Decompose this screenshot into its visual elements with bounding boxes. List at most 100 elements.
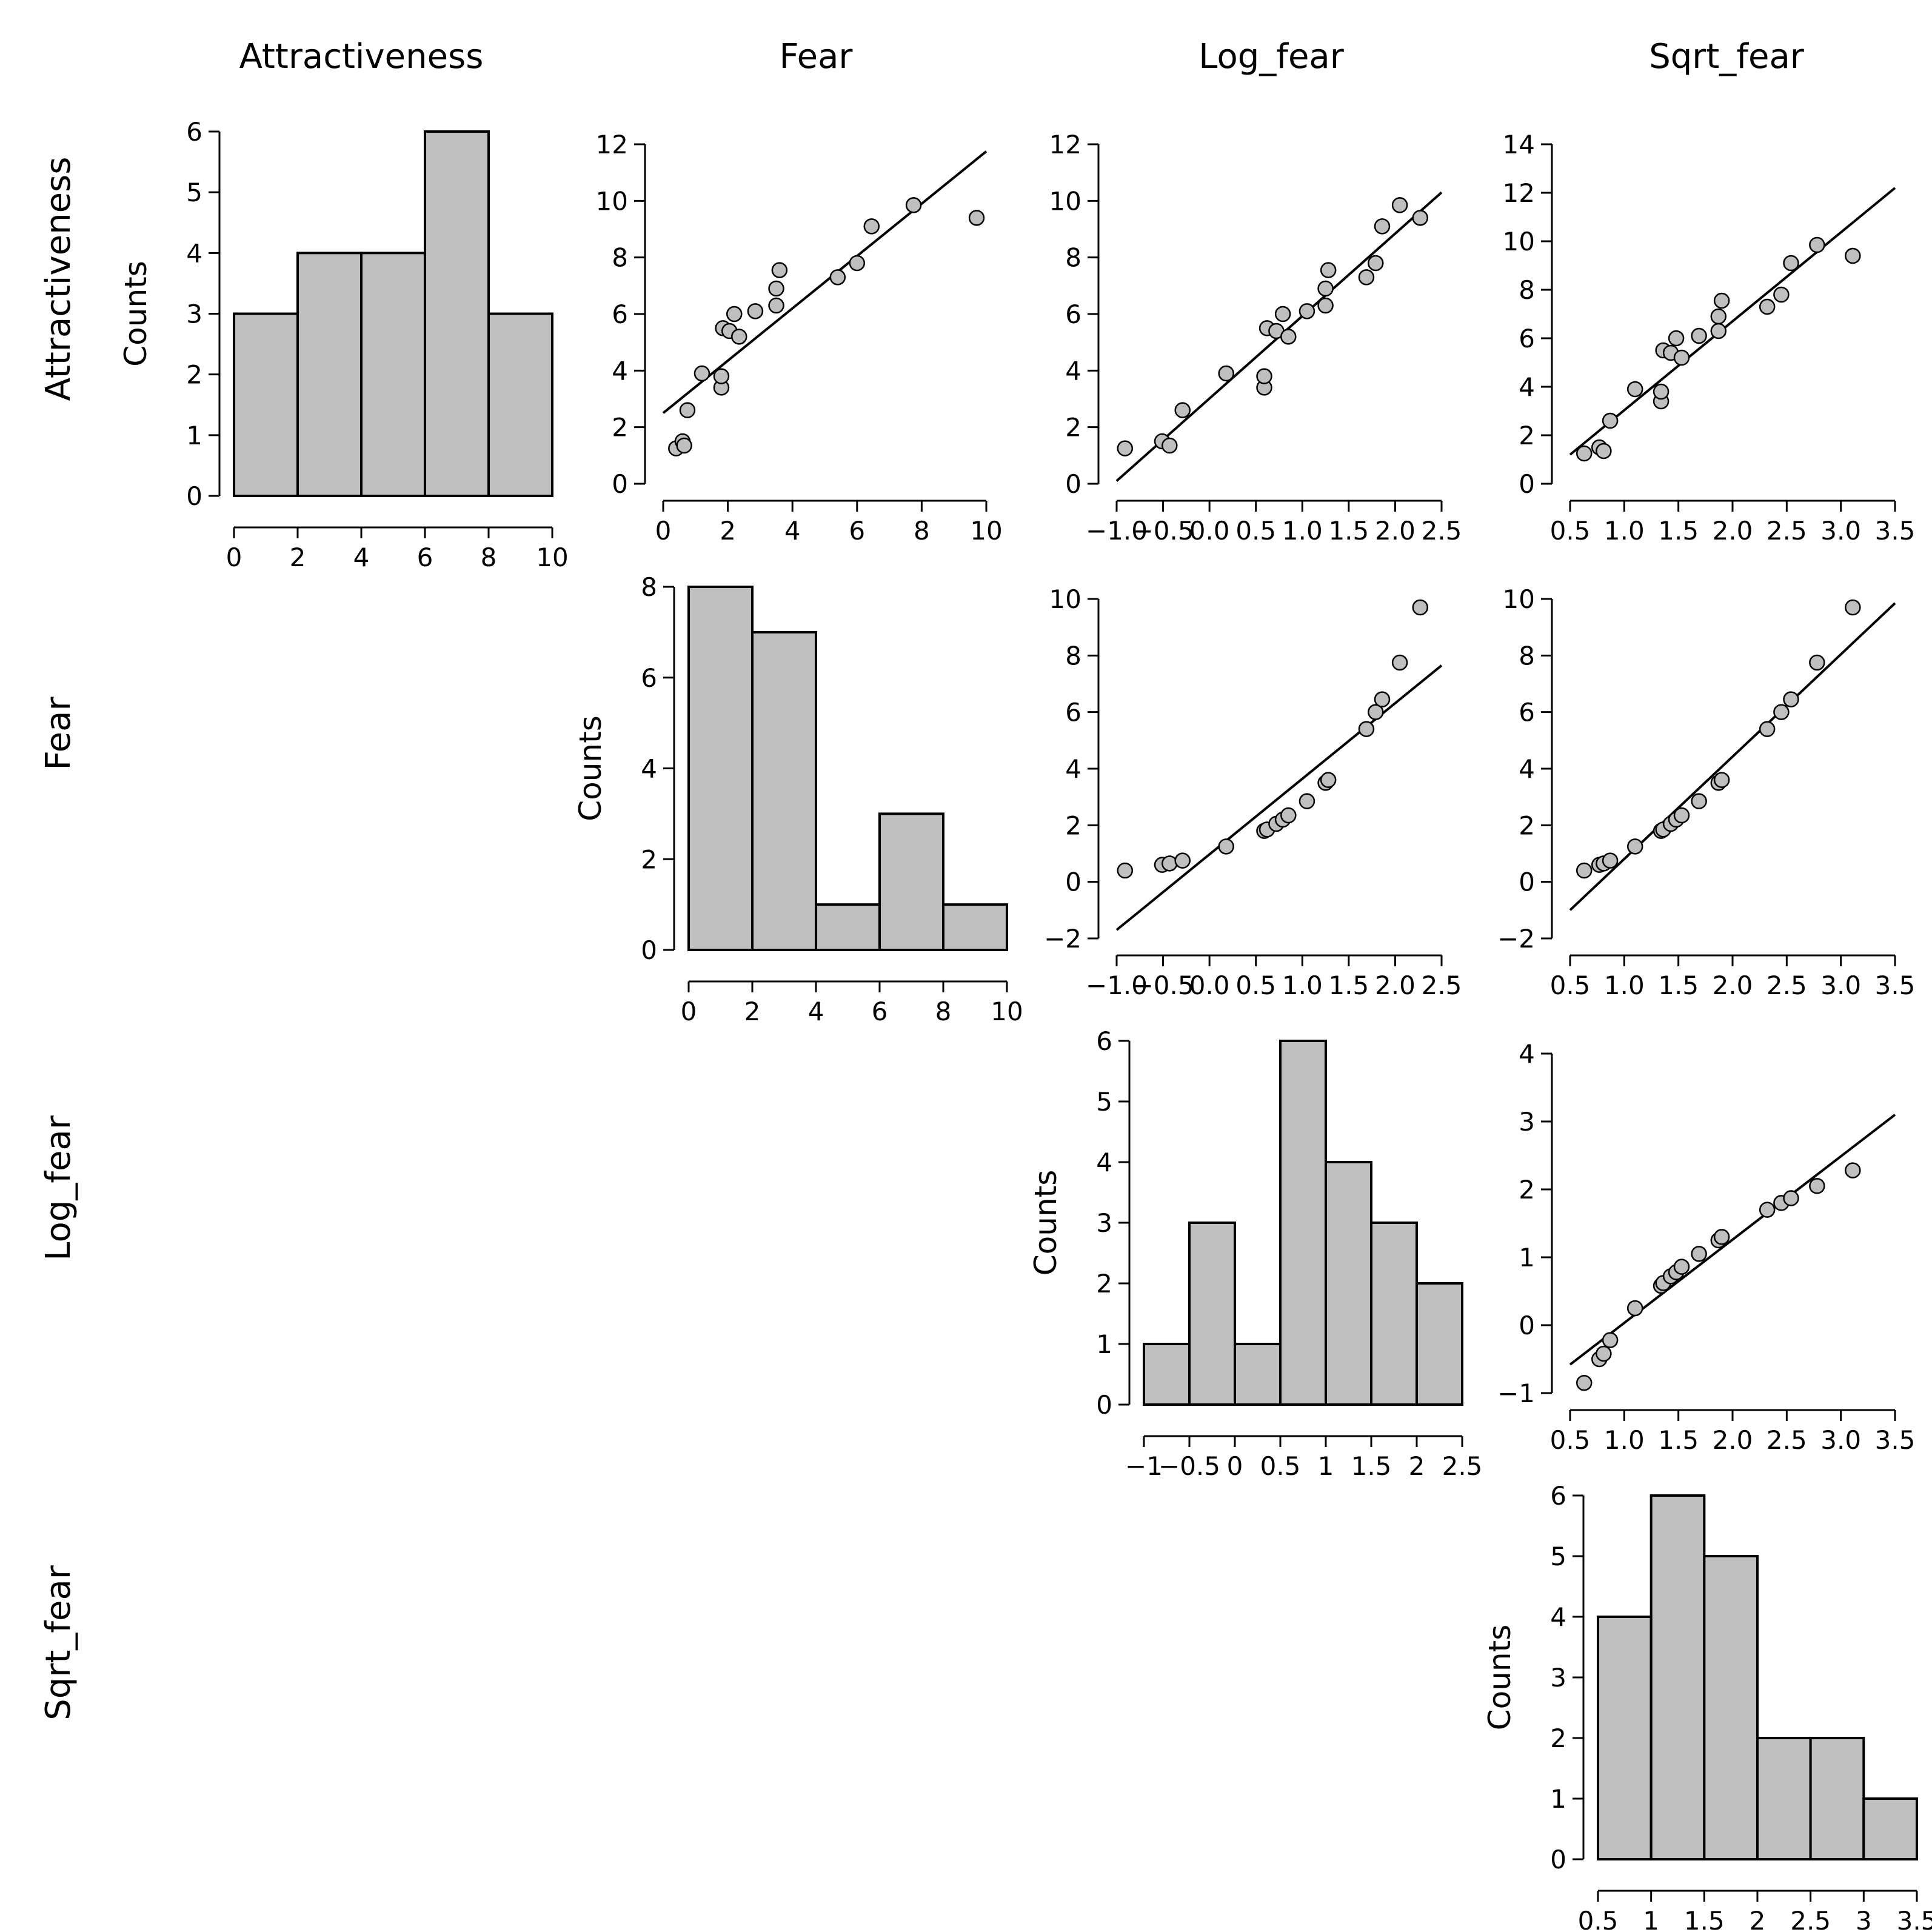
data-point <box>1710 308 1727 325</box>
y-tick-label: 2 <box>641 844 657 874</box>
data-point <box>1783 255 1799 272</box>
row-header-attractiveness: Attractiveness <box>39 157 78 401</box>
x-tick-label: 0.5 <box>1235 516 1276 546</box>
x-tick-label: −1.0 <box>1086 971 1148 1000</box>
histogram-bar <box>1597 1616 1653 1860</box>
data-point <box>768 297 784 314</box>
x-tick-label: 1.0 <box>1604 971 1645 1000</box>
data-point <box>863 218 880 235</box>
y-tick-label: 8 <box>1519 641 1535 670</box>
histogram-bar <box>1234 1343 1282 1406</box>
x-tick-label: 8 <box>481 543 497 572</box>
y-tick-label: 1 <box>1550 1784 1566 1814</box>
data-point <box>1845 1162 1861 1178</box>
data-point <box>1280 807 1297 824</box>
y-tick-label: 10 <box>1503 227 1535 256</box>
data-point <box>1174 852 1191 869</box>
histogram-bar <box>1143 1343 1191 1406</box>
x-tick-label: 2 <box>1409 1451 1425 1481</box>
y-tick-label: 4 <box>1519 372 1535 402</box>
histogram-bar <box>878 812 944 951</box>
histogram-bar <box>1756 1737 1812 1860</box>
data-point <box>1809 654 1825 671</box>
data-point <box>1320 262 1337 278</box>
histogram-bar <box>1279 1040 1327 1406</box>
regression-line <box>1569 1114 1896 1366</box>
column-header-sqrt-fear: Sqrt_fear <box>1649 37 1805 76</box>
x-tick-label: 8 <box>935 997 952 1026</box>
y-tick-label: 0 <box>1519 469 1535 499</box>
y-tick-label: 1 <box>1096 1329 1112 1359</box>
data-point <box>1602 852 1619 869</box>
y-tick-label: 2 <box>1519 811 1535 840</box>
data-point <box>1759 1202 1776 1218</box>
y-tick-label: 4 <box>1519 754 1535 784</box>
y-tick-label: 0 <box>1065 469 1081 499</box>
x-tick-label: 2.0 <box>1713 1425 1753 1455</box>
x-tick-label: 2.5 <box>1767 516 1807 546</box>
y-tick-label: 12 <box>1049 130 1081 159</box>
y-tick-label: 0 <box>1519 1311 1535 1340</box>
panel-scatter-sqrtfear-fear: 0.5 1.0 1.5 2.0 2.5 3.0 3.5 −2 0 2 4 6 8 10 <box>1497 584 1915 1000</box>
x-tick-label: 2 <box>290 543 306 572</box>
y-tick-label: 5 <box>186 178 202 207</box>
data-point <box>1576 862 1593 879</box>
y-tick-label: 14 <box>1503 130 1535 159</box>
histogram-bar <box>1650 1494 1706 1860</box>
panel-scatter-sqrtfear-logfear: 0.5 1.0 1.5 2.0 2.5 3.0 3.5 −1 0 1 2 3 4 <box>1497 1039 1915 1455</box>
matrix-headers: Attractiveness Fear Log_fear Sqrt_fear A… <box>39 37 1805 1720</box>
data-point <box>1668 330 1685 347</box>
histogram-bar <box>296 252 363 497</box>
y-tick-label: 8 <box>1519 275 1535 305</box>
x-tick-label: 10 <box>536 543 568 572</box>
data-point <box>1374 691 1391 707</box>
x-tick-label: 0.5 <box>1578 1906 1619 1932</box>
y-tick-label: 1 <box>1519 1243 1535 1272</box>
y-tick-label: 6 <box>612 299 628 329</box>
x-tick-label: 3.5 <box>1875 516 1916 546</box>
data-point <box>1596 443 1612 460</box>
y-tick-label: 6 <box>1550 1481 1566 1511</box>
data-point <box>1412 599 1429 616</box>
y-tick-label: 5 <box>1096 1087 1112 1117</box>
histogram-bar <box>687 586 754 951</box>
data-point <box>1391 654 1408 671</box>
y-tick-label: 12 <box>1503 178 1535 208</box>
x-tick-label: 1 <box>1643 1906 1659 1932</box>
y-tick-label: 2 <box>1065 811 1081 840</box>
y-tick-label: 4 <box>1519 1039 1535 1069</box>
y-tick-label: 8 <box>641 572 657 602</box>
data-point <box>1412 210 1429 226</box>
data-point <box>1710 323 1727 339</box>
x-tick-label: 4 <box>784 516 801 546</box>
y-tick-label: 4 <box>1096 1148 1112 1177</box>
data-point <box>1576 445 1593 462</box>
y-tick-label: 0 <box>1096 1390 1112 1420</box>
x-tick-label: 1.5 <box>1658 1425 1699 1455</box>
x-tick-label: 0 <box>226 543 242 572</box>
y-tick-label: 1 <box>186 421 202 450</box>
x-tick-label: −1.0 <box>1086 516 1148 546</box>
x-tick-label: 3.5 <box>1875 971 1916 1000</box>
data-point <box>1845 599 1861 616</box>
x-tick-label: 2.5 <box>1422 516 1462 546</box>
x-tick-label: 1.0 <box>1282 516 1323 546</box>
x-tick-label: 10 <box>970 516 1002 546</box>
data-point <box>1117 440 1134 456</box>
x-tick-label: 3.0 <box>1820 1425 1861 1455</box>
data-point <box>1783 691 1799 707</box>
y-tick-label: 4 <box>641 754 657 784</box>
data-point <box>1317 297 1334 314</box>
data-point <box>1773 704 1790 720</box>
data-point <box>1117 862 1134 879</box>
data-point <box>768 280 784 297</box>
data-point <box>1759 298 1776 315</box>
data-point <box>1162 437 1178 454</box>
data-point <box>1368 255 1384 272</box>
y-tick-label: 3 <box>1096 1208 1112 1238</box>
data-point <box>1809 1178 1825 1194</box>
regression-line <box>1569 602 1896 911</box>
histogram-bar <box>942 903 1008 951</box>
